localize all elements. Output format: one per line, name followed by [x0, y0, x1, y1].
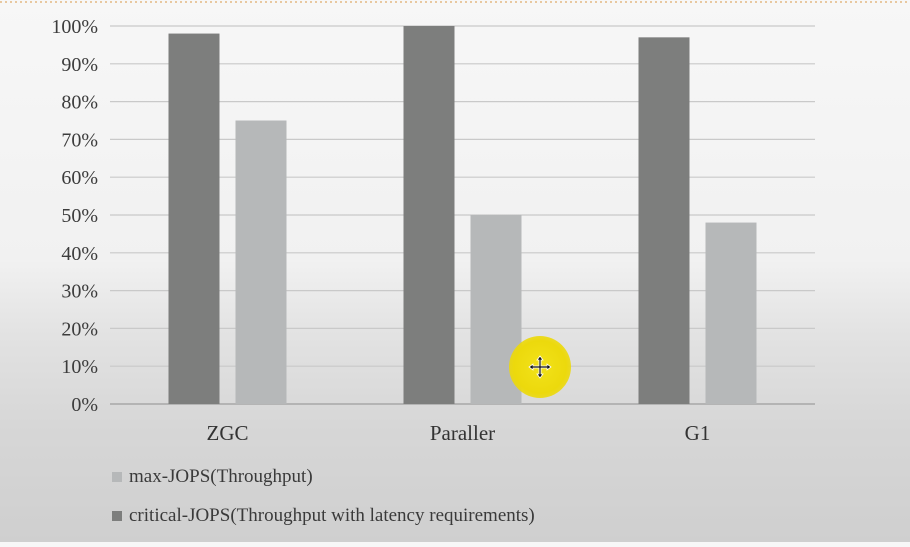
move-cursor-icon: [528, 355, 552, 379]
y-tick-label: 60%: [61, 167, 98, 189]
gridlines: [110, 25, 815, 405]
y-tick-label: 10%: [61, 356, 98, 378]
y-tick-label: 30%: [61, 281, 98, 303]
bar-zgc-critical-jops: [168, 33, 220, 405]
y-tick-label: 80%: [61, 92, 98, 114]
legend-label-max-jops: max-JOPS(Throughput): [129, 466, 313, 487]
y-tick-label: 100%: [51, 16, 98, 38]
x-tick-label-zgc: ZGC: [207, 421, 249, 445]
y-tick-label: 0%: [71, 394, 98, 416]
y-tick-label: 40%: [61, 243, 98, 265]
x-axis-tick-labels: ZGC Paraller G1: [207, 421, 711, 445]
bar-zgc-max-jops: [235, 120, 287, 404]
y-tick-label: 90%: [61, 54, 98, 76]
legend-item-max-jops: max-JOPS(Throughput): [112, 466, 313, 488]
y-tick-label: 70%: [61, 129, 98, 151]
legend-swatch-critical-jops: [112, 511, 122, 521]
legend-item-critical-jops: critical-JOPS(Throughput with latency re…: [112, 505, 535, 527]
bar-g1-max-jops: [705, 222, 757, 404]
bar-paraller-critical-jops: [403, 26, 455, 404]
y-tick-label: 50%: [61, 205, 98, 227]
x-tick-label-g1: G1: [685, 421, 711, 445]
bars: [168, 26, 757, 405]
y-tick-label: 20%: [61, 318, 98, 340]
x-tick-label-paraller: Paraller: [430, 421, 495, 445]
legend-label-critical-jops: critical-JOPS(Throughput with latency re…: [129, 505, 535, 526]
y-axis-tick-labels: 0% 10% 20% 30% 40% 50% 60% 70% 80% 90% 100%: [51, 16, 98, 416]
legend-swatch-max-jops: [112, 472, 122, 482]
bar-g1-critical-jops: [638, 37, 690, 405]
